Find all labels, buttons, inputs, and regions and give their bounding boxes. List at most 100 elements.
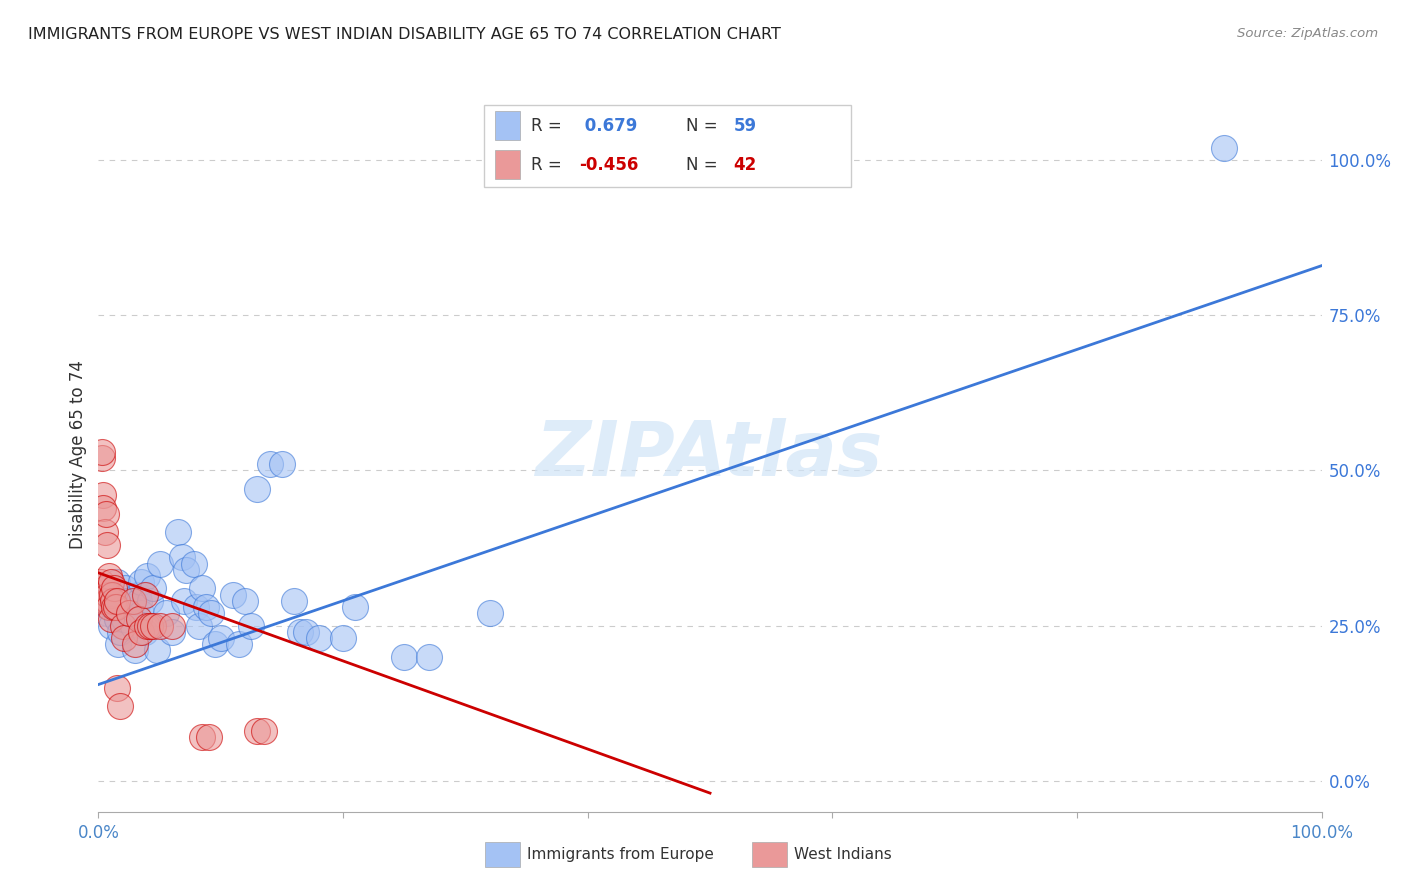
Point <box>93 593 115 607</box>
Point <box>97 588 120 602</box>
Point <box>344 599 367 614</box>
Point <box>186 599 208 614</box>
Point <box>94 582 117 596</box>
Point <box>103 582 125 596</box>
Point <box>142 582 165 596</box>
Point <box>187 618 209 632</box>
Point <box>270 457 294 471</box>
Point <box>139 593 162 607</box>
Point <box>100 618 122 632</box>
Point <box>308 631 330 645</box>
Point <box>110 699 132 714</box>
Point <box>124 643 146 657</box>
Point <box>93 593 115 607</box>
Point <box>233 593 256 607</box>
Point <box>149 557 172 571</box>
Point <box>246 724 269 739</box>
Point <box>94 507 117 521</box>
Point <box>191 731 214 745</box>
Point <box>252 724 274 739</box>
Point <box>112 631 135 645</box>
Point <box>96 538 118 552</box>
Point <box>160 618 183 632</box>
Point <box>111 618 134 632</box>
Point <box>101 599 124 614</box>
Point <box>110 624 132 639</box>
Point <box>129 575 152 590</box>
Point <box>114 582 136 596</box>
Point <box>134 624 156 639</box>
Point <box>295 624 318 639</box>
Point <box>136 569 159 583</box>
Point <box>121 593 143 607</box>
Point <box>136 618 159 632</box>
Text: Source: ZipAtlas.com: Source: ZipAtlas.com <box>1237 27 1378 40</box>
Point <box>142 618 165 632</box>
Point <box>160 624 183 639</box>
Point <box>107 637 129 651</box>
Text: Immigrants from Europe: Immigrants from Europe <box>527 847 714 863</box>
Text: IMMIGRANTS FROM EUROPE VS WEST INDIAN DISABILITY AGE 65 TO 74 CORRELATION CHART: IMMIGRANTS FROM EUROPE VS WEST INDIAN DI… <box>28 27 780 42</box>
Point <box>128 612 150 626</box>
Point <box>228 637 250 651</box>
Point <box>173 593 195 607</box>
Point <box>1212 141 1234 155</box>
Point <box>170 550 193 565</box>
Point <box>115 593 138 607</box>
Point <box>91 488 114 502</box>
Point <box>200 606 222 620</box>
Point <box>290 624 312 639</box>
Point <box>101 588 124 602</box>
Text: ZIPAtlas: ZIPAtlas <box>536 418 884 491</box>
Y-axis label: Disability Age 65 to 74: Disability Age 65 to 74 <box>69 360 87 549</box>
Point <box>222 588 245 602</box>
Point <box>240 618 263 632</box>
Point <box>128 593 150 607</box>
Point <box>105 612 128 626</box>
Bar <box>752 842 787 867</box>
Point <box>155 606 177 620</box>
Point <box>96 593 118 607</box>
Point <box>283 593 305 607</box>
Point <box>209 631 232 645</box>
Point <box>120 599 142 614</box>
Point <box>139 618 162 632</box>
Point <box>97 593 120 607</box>
Point <box>259 457 281 471</box>
Point <box>105 593 128 607</box>
Point <box>418 649 440 664</box>
Point <box>105 681 128 695</box>
Point <box>121 618 143 632</box>
Point <box>104 599 127 614</box>
Point <box>127 588 149 602</box>
Point <box>91 445 114 459</box>
Point <box>332 631 354 645</box>
Point <box>246 482 269 496</box>
Point <box>204 637 226 651</box>
Point <box>98 599 121 614</box>
Point <box>101 593 124 607</box>
Point <box>195 599 218 614</box>
Point <box>96 606 118 620</box>
Point <box>100 612 122 626</box>
Point <box>124 637 146 651</box>
Point <box>98 569 121 583</box>
Point <box>129 606 152 620</box>
Point <box>146 643 169 657</box>
Point <box>91 450 114 465</box>
Point <box>392 649 416 664</box>
Point <box>176 563 198 577</box>
Point <box>134 588 156 602</box>
Point <box>197 731 219 745</box>
Text: West Indians: West Indians <box>794 847 893 863</box>
Point <box>149 618 172 632</box>
Point <box>111 599 134 614</box>
Point <box>105 575 128 590</box>
Point <box>97 599 120 614</box>
Point <box>118 606 141 620</box>
Point <box>191 582 214 596</box>
Point <box>100 575 122 590</box>
Point <box>91 500 114 515</box>
Point <box>183 557 205 571</box>
Point <box>103 599 125 614</box>
